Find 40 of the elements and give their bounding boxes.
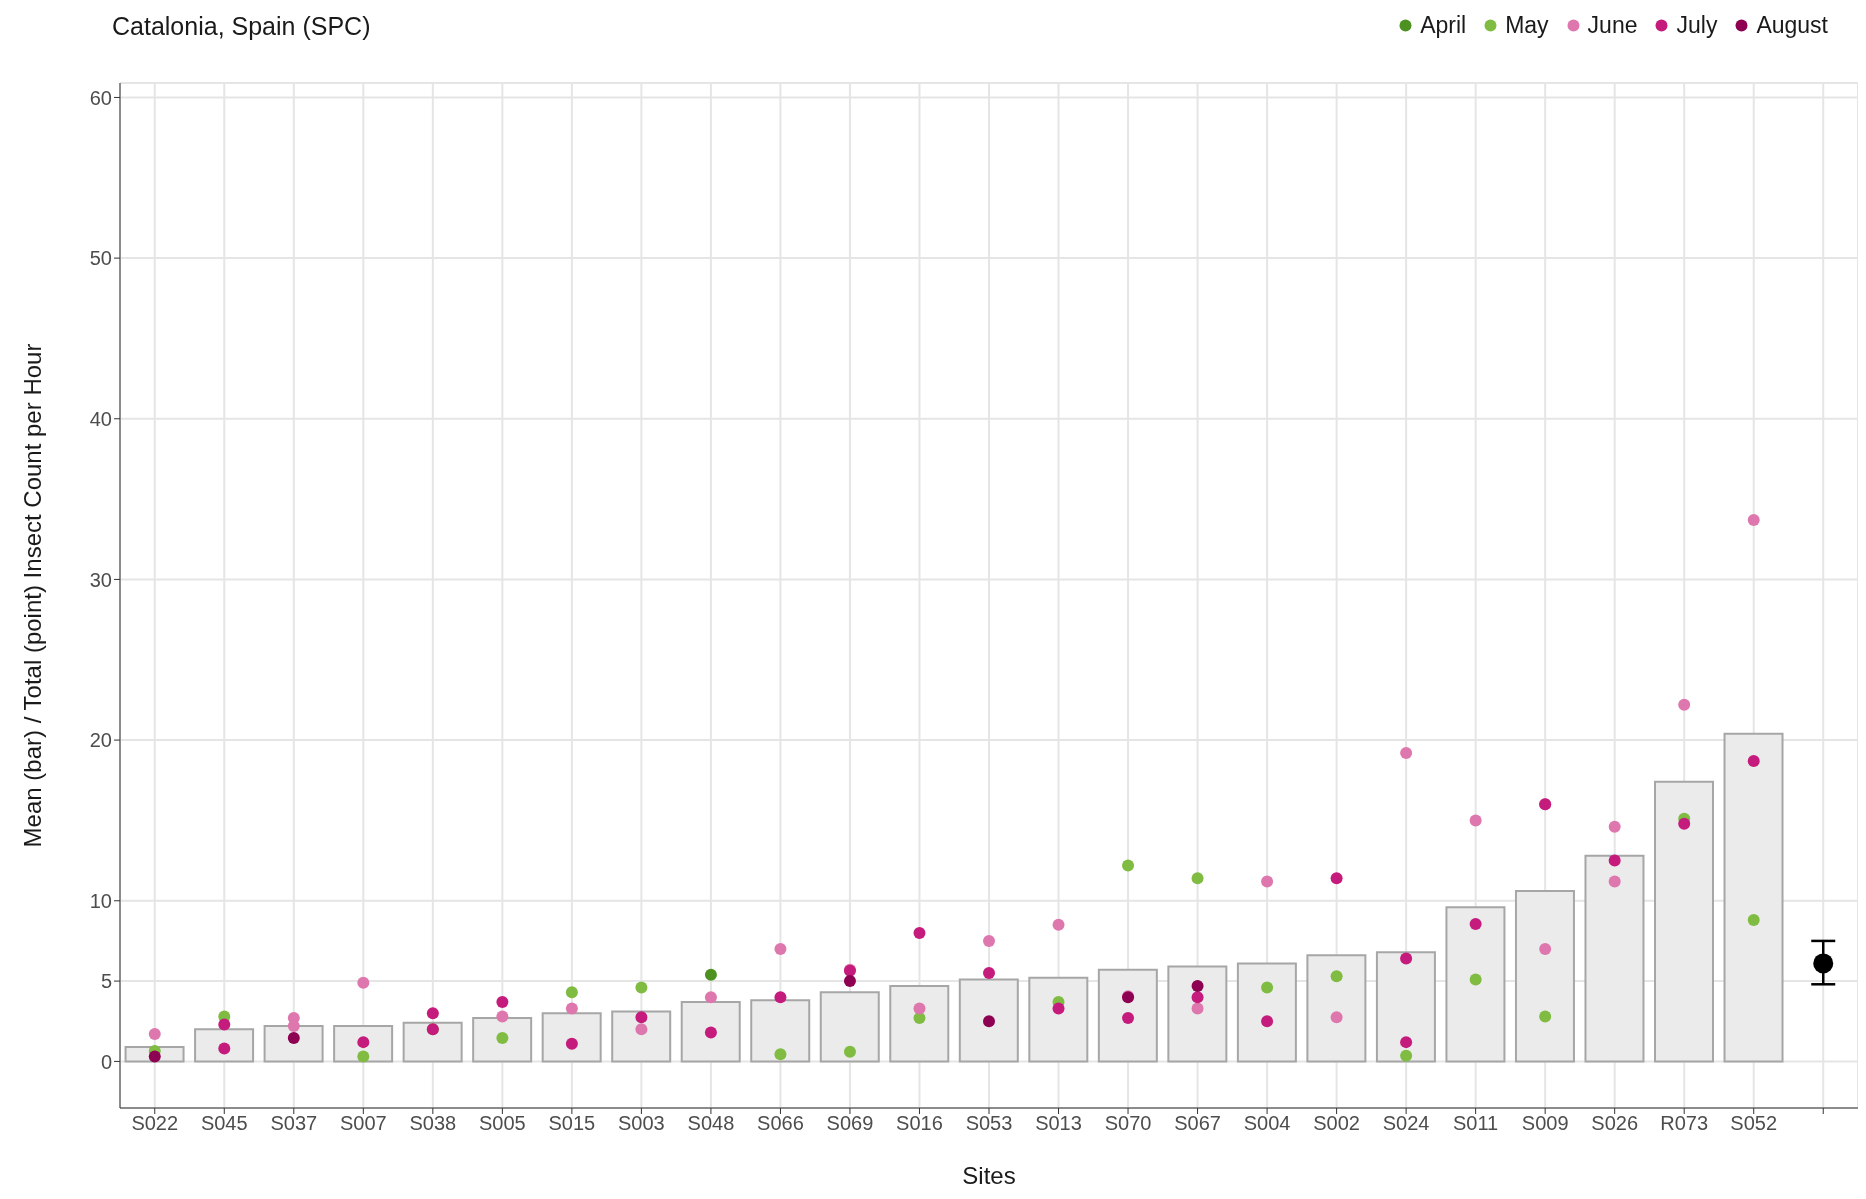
x-tick-label: S048 [687,1112,735,1135]
x-tick-label: S004 [1243,1112,1291,1135]
x-tick-label: S005 [479,1112,526,1135]
x-tick-label: S067 [1174,1112,1221,1135]
y-tick-label: 0 [100,1050,112,1073]
y-tick-label: 10 [89,889,112,912]
y-tick-label: 60 [89,86,112,109]
x-tick-label: R073 [1660,1112,1709,1135]
x-axis-title: Sites [962,1162,1016,1189]
y-tick-label: 20 [89,729,112,752]
y-tick-label: 50 [89,247,112,270]
legend-label: April [1420,12,1467,39]
x-tick-label: S003 [618,1112,665,1135]
chart-title: Catalonia, Spain (SPC) [112,12,371,41]
x-tick-label: S052 [1730,1112,1778,1135]
x-tick-label: S015 [548,1112,596,1135]
x-tick-label: S026 [1591,1112,1639,1135]
legend-label: July [1676,12,1718,39]
x-tick-label: S038 [409,1112,457,1135]
x-tick-label: S053 [965,1112,1013,1135]
x-tick-label: S037 [270,1112,318,1135]
x-tick-label: S013 [1035,1112,1082,1135]
y-tick-label: 5 [100,970,112,993]
x-tick-label: S069 [826,1112,874,1135]
x-tick-label: S009 [1521,1112,1569,1135]
x-tick-label: S016 [896,1112,943,1135]
x-tick-label: S011 [1453,1112,1499,1135]
legend-label: May [1505,12,1549,39]
x-tick-label: S070 [1104,1112,1152,1135]
x-tick-label: S045 [200,1112,248,1135]
y-tick-label: 40 [89,407,112,430]
y-tick-label: 30 [89,568,112,591]
legend-label: August [1756,12,1828,39]
x-tick-label: S002 [1313,1112,1360,1135]
legend-label: June [1587,12,1638,39]
x-tick-label: S022 [131,1112,179,1135]
x-tick-label: S024 [1382,1112,1430,1135]
x-tick-label: S066 [757,1112,804,1135]
x-tick-label: S007 [339,1112,387,1135]
y-axis-title: Mean (bar) / Total (point) Insect Count per Hour [18,343,46,848]
